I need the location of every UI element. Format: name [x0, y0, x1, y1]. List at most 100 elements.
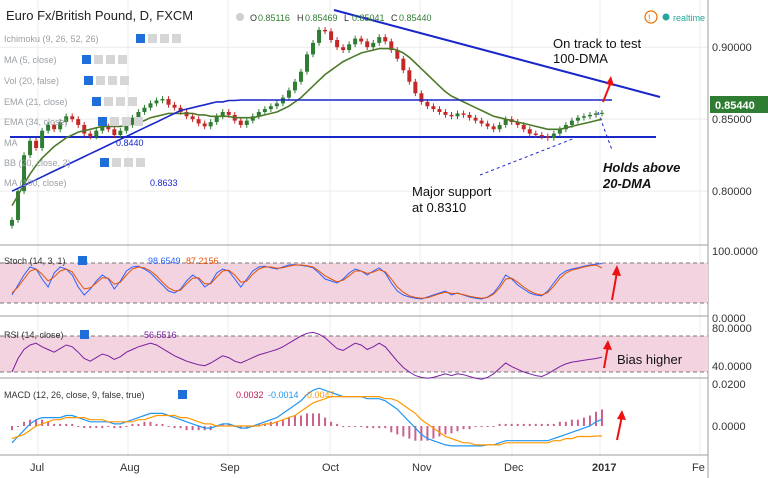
candle-body [365, 41, 370, 48]
macd-hist-bar [564, 421, 567, 426]
rsi-label: RSI (14, close) [4, 330, 64, 340]
macd-line [11, 387, 603, 447]
x-tick-label: Jul [30, 462, 44, 474]
macd-hist-bar [348, 426, 351, 427]
candle-body [419, 93, 424, 102]
candle-body [521, 124, 526, 130]
macd-hist-bar [143, 421, 146, 426]
axes: 0.900000.850000.80000100.00000.000080.00… [30, 42, 758, 474]
macd-hist-bar [318, 413, 321, 426]
candle-body [292, 81, 297, 91]
macd-hist-bar [330, 421, 333, 426]
candle-body [274, 103, 279, 107]
macd-hist-bar [504, 423, 507, 426]
stoch-tick-label: 0.0000 [712, 313, 746, 325]
macd-hist-bar [396, 426, 399, 435]
candle-body [341, 47, 346, 51]
candle-body [383, 37, 388, 42]
candle-body [202, 123, 207, 127]
candle-body [551, 133, 556, 138]
chart-title: Euro Fx/British Pound, D, FXCM [6, 8, 193, 23]
rsi-tick-label: 40.0000 [712, 361, 752, 373]
ohlc-key: L [344, 13, 349, 23]
candle-body [130, 117, 135, 125]
candle-body [455, 113, 460, 117]
candle-body [353, 38, 358, 45]
macd-hist-bar [287, 417, 290, 426]
candle-body [395, 50, 400, 59]
candle-body [28, 140, 33, 156]
macd-hist-bar [131, 423, 134, 426]
candle-body [335, 39, 340, 48]
macd-hist-bar [77, 426, 80, 427]
legend-settings-icon [136, 34, 145, 43]
x-tick-label: Dec [504, 462, 524, 474]
ohlc-value: 0.85041 [352, 13, 385, 23]
holds-pointer-arrow [597, 111, 613, 151]
legend-hide-icon [96, 76, 105, 85]
annotation-support-line1: Major support [412, 184, 492, 199]
candle-body [172, 104, 177, 108]
stoch-settings-icon [78, 256, 87, 265]
ohlc-value: 0.85469 [305, 13, 338, 23]
stoch-band [0, 263, 708, 303]
macd-hist-bar [95, 426, 98, 429]
legend-add-icon [122, 117, 131, 126]
candle-body [46, 124, 51, 131]
legend-hide-icon [110, 117, 119, 126]
macd-hist-bar [384, 426, 387, 429]
stoch-k-value: 98.6549 [148, 256, 181, 266]
macd-hist-bar [534, 423, 537, 426]
candle-body [208, 122, 213, 127]
candle-body [112, 129, 117, 136]
candle-body [305, 54, 309, 72]
macd-value-2: -0.0014 [268, 390, 299, 400]
candle-body [40, 130, 45, 148]
candle-body [22, 155, 27, 192]
resistance-trendline[interactable] [333, 9, 661, 98]
annotation-holds-line1: Holds above [603, 160, 680, 175]
support-pointer-arrow [479, 137, 576, 176]
annotation-support-line2: at 0.8310 [412, 200, 466, 215]
realtime-label: realtime [673, 13, 705, 23]
macd-hist-bar [35, 419, 38, 426]
candle-body [425, 101, 430, 107]
legend-add-icon [108, 76, 117, 85]
legend-ma_small: MA [4, 138, 18, 148]
macd-hist-bar [197, 426, 200, 431]
macd-hist-bar [474, 426, 477, 428]
legend-close-icon [172, 34, 181, 43]
macd-hist-bar [390, 426, 393, 433]
macd-hist-bar [149, 421, 152, 426]
alert-icon[interactable] [644, 10, 658, 24]
macd-hist-bar [372, 426, 375, 429]
candle-body [587, 114, 592, 117]
macd-hist-bar [281, 419, 284, 426]
candle-body [311, 42, 316, 55]
candle-body [503, 119, 508, 125]
macd-hist-bar [155, 423, 158, 426]
visibility-icon[interactable] [236, 13, 244, 21]
candle-body [136, 111, 141, 118]
macd-hist-bar [293, 415, 296, 426]
macd-hist-bar [408, 426, 411, 439]
legend-ma100: MA (100, close) [4, 178, 67, 188]
annotation-dma-line2: 100-DMA [553, 51, 608, 66]
legend-close-icon [128, 97, 137, 106]
stoch-d-value: 87.2156 [186, 256, 219, 266]
ohlc-key: H [297, 13, 304, 23]
price-badge [710, 96, 768, 113]
candle-body [100, 126, 105, 131]
macd-hist-bar [528, 423, 531, 426]
legend-add-icon [116, 97, 125, 106]
candle-body [154, 100, 159, 104]
legend-ma5: MA (5, close) [4, 55, 57, 65]
macd-hist-bar [588, 415, 591, 426]
candle-body [473, 117, 478, 121]
macd-hist-bar [456, 426, 459, 432]
candle-body [286, 90, 291, 98]
candle-body [347, 44, 352, 51]
legend-hide-icon [112, 158, 121, 167]
up-arrow-price [602, 76, 614, 103]
